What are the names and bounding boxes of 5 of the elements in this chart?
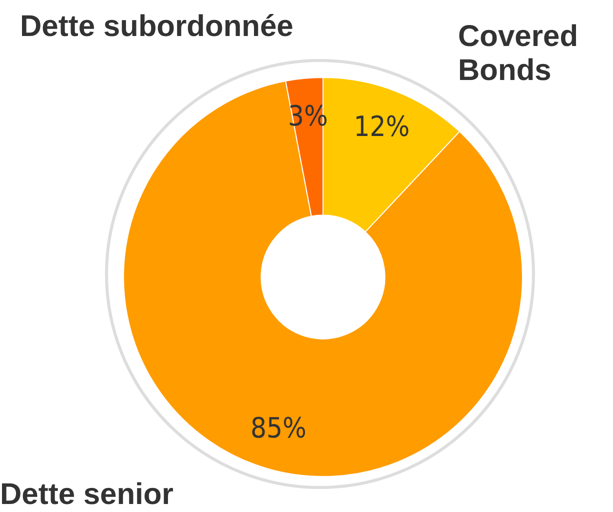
slice-label: Dette senior [0,478,174,512]
data-label: 12% [354,110,410,143]
data-label: 85% [250,412,306,445]
slice-label: Covered Bonds [458,20,580,88]
slice-label: Dette subordonnée [20,10,294,44]
